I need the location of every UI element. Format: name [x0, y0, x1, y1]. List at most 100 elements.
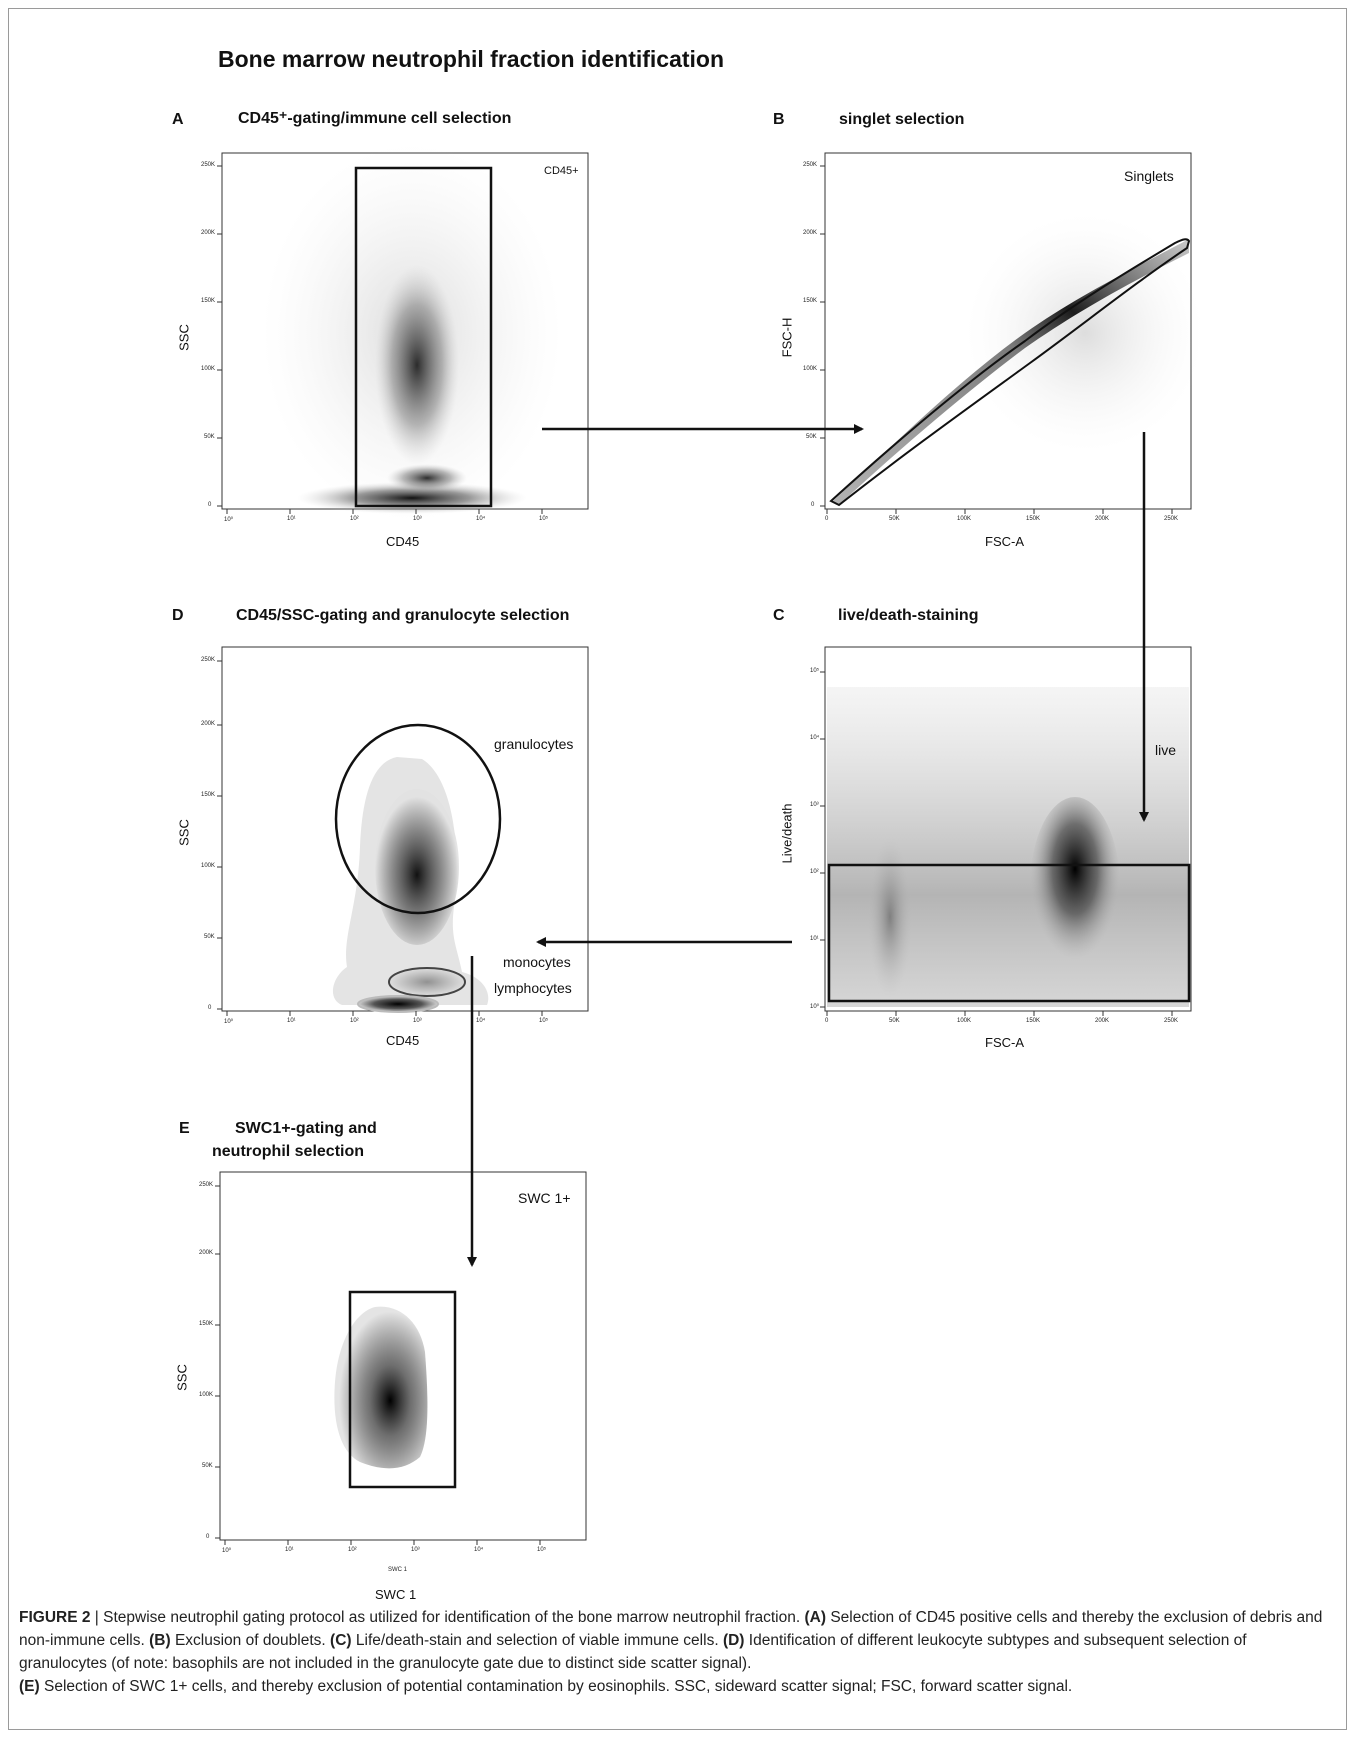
- panel-d-xtick-4: 10⁴: [476, 1018, 486, 1024]
- panel-a-title: CD45⁺-gating/immune cell selection: [238, 110, 512, 127]
- panel-b-xtick-1: 50K: [889, 516, 900, 522]
- panel-d-xtick-0: 10⁰: [224, 1019, 234, 1025]
- panel-b-letter: B: [773, 111, 785, 128]
- panel-b-ytick-0: 0: [811, 502, 815, 508]
- panel-e-ytick-4: 200K: [199, 1250, 214, 1256]
- panel-b-xtick-4: 200K: [1095, 516, 1110, 522]
- panel-d-plot: [217, 646, 589, 1016]
- panel-a-letter: A: [172, 111, 184, 128]
- panel-d-granulocyte-density: [375, 789, 459, 945]
- caption-text-b: Exclusion of doublets.: [174, 1632, 326, 1649]
- panel-d-xtick-3: 10³: [413, 1018, 422, 1024]
- caption-text-c: Life/death-stain and selection of viable…: [355, 1632, 719, 1649]
- panel-d-ytick-0: 0: [208, 1005, 212, 1011]
- panel-b-ytick-4: 200K: [803, 230, 818, 236]
- panel-a-gate-label: CD45+: [544, 165, 579, 177]
- panel-b-xtick-0: 0: [825, 516, 829, 522]
- figure-caption: FIGURE 2 | Stepwise neutrophil gating pr…: [19, 1606, 1337, 1698]
- panel-a-ytick-2: 100K: [201, 366, 216, 372]
- panel-a-ytick-1: 50K: [204, 434, 215, 440]
- figure-title: Bone marrow neutrophil fraction identifi…: [218, 46, 725, 72]
- panel-c-xtick-1: 50K: [889, 1018, 900, 1024]
- figure-frame: [8, 8, 1347, 1730]
- panel-b-ytick-5: 250K: [803, 162, 818, 168]
- panel-e-ytick-1: 50K: [202, 1463, 213, 1469]
- panel-a-xtick-5: 10⁵: [539, 516, 549, 522]
- panel-b-ytick-2: 100K: [803, 366, 818, 372]
- panel-c-ytick-5: 10⁵: [810, 668, 820, 674]
- panel-c-xtick-3: 150K: [1026, 1018, 1041, 1024]
- panel-c-ytick-2: 10²: [810, 869, 819, 875]
- panel-d-ytick-4: 200K: [201, 721, 216, 727]
- panel-c-gate-label: live: [1155, 742, 1177, 758]
- panel-c-ytick-4: 10⁴: [810, 735, 820, 741]
- caption-tag-e: (E): [19, 1678, 40, 1695]
- panel-a-ytick-0: 0: [208, 502, 212, 508]
- panel-b-xtick-3: 150K: [1026, 516, 1041, 522]
- panel-a-xtick-2: 10²: [350, 516, 359, 522]
- panel-e-plot: [215, 1171, 587, 1545]
- panel-a-x-ticks: [226, 509, 543, 514]
- panel-a-ytick-5: 250K: [201, 162, 216, 168]
- panel-d-granulocyte-gate: [334, 723, 502, 915]
- panel-b-ytick-1: 50K: [806, 434, 817, 440]
- caption-intro: Stepwise neutrophil gating protocol as u…: [103, 1609, 801, 1626]
- caption-figure-label: FIGURE 2: [19, 1609, 91, 1626]
- panel-b-xtick-5: 250K: [1164, 516, 1179, 522]
- panel-c-ytick-3: 10³: [810, 802, 819, 808]
- panel-a-cd45-gate: [354, 166, 493, 508]
- panel-b-event-diagonal: [833, 239, 1189, 505]
- panel-e-gate-label: SWC 1+: [518, 1190, 571, 1206]
- panel-b-gate-label: Singlets: [1124, 168, 1174, 184]
- panel-d-xtick-2: 10²: [350, 1018, 359, 1024]
- panel-e-swc1-gate: [348, 1290, 457, 1489]
- panel-c-xtick-0: 0: [825, 1018, 829, 1024]
- panel-c-letter: C: [773, 607, 785, 624]
- panel-e-xtick-1: 10¹: [285, 1547, 294, 1553]
- panel-d-ytick-2: 100K: [201, 863, 216, 869]
- caption-tag-a: (A): [804, 1609, 827, 1626]
- panel-d-monocyte-gate: [388, 967, 466, 997]
- caption-text-e: Selection of SWC 1+ cells, and thereby e…: [43, 1678, 1073, 1695]
- panel-d-granulocytes-label: granulocytes: [494, 736, 574, 752]
- panel-d-lymphocyte-gate: [357, 995, 439, 1013]
- panel-e-ytick-3: 150K: [199, 1321, 214, 1327]
- panel-a-xtick-4: 10⁴: [476, 516, 486, 522]
- panel-b-title: singlet selection: [839, 111, 965, 128]
- panel-d-monocyte-density: [389, 968, 465, 996]
- panel-c-ytick-0: 10⁰: [810, 1004, 820, 1010]
- panel-a-xlabel: CD45: [386, 534, 420, 549]
- panel-e-xtick-3: 10³: [411, 1547, 420, 1553]
- panel-d-lymphocyte-density: [358, 996, 438, 1012]
- panel-d-ytick-1: 50K: [204, 934, 215, 940]
- panel-c-xtick-5: 250K: [1164, 1018, 1179, 1024]
- panel-d-title: CD45/SSC-gating and granulocyte selectio…: [236, 607, 570, 624]
- panel-a-xtick-0: 10⁰: [224, 517, 234, 523]
- caption-separator: |: [90, 1609, 104, 1626]
- panel-a-ytick-3: 150K: [201, 298, 216, 304]
- panel-e-ytick-0: 0: [206, 1534, 210, 1540]
- panel-b-ytick-3: 150K: [803, 298, 818, 304]
- panel-d-xtick-1: 10¹: [287, 1018, 296, 1024]
- panel-c-xtick-4: 200K: [1095, 1018, 1110, 1024]
- caption-tag-c: (C): [330, 1632, 352, 1649]
- caption-text-d: Identification of different leukocyte su…: [19, 1632, 1247, 1672]
- panel-a-granulocyte-cloud: [375, 265, 459, 465]
- panel-e-xtick-2: 10²: [348, 1547, 357, 1553]
- panel-e-ytick-2: 100K: [199, 1392, 214, 1398]
- panel-c-live-cloud: [1030, 797, 1120, 977]
- caption-text-a: Selection of CD45 positive cells and the…: [19, 1609, 1323, 1649]
- panel-e-ytick-5: 250K: [199, 1182, 214, 1188]
- panel-a-plot: [217, 143, 589, 523]
- panel-e-title-line2: neutrophil selection: [212, 1143, 365, 1160]
- panel-a-xtick-1: 10¹: [287, 516, 296, 522]
- panel-e-xtick-5: 10⁵: [537, 1547, 547, 1553]
- panel-e-xtick-4: 10⁴: [474, 1547, 484, 1553]
- panel-c-title: live/death-staining: [838, 607, 979, 624]
- caption-tag-d: (D): [722, 1632, 745, 1649]
- panel-e-xlabel-small: SWC 1: [388, 1567, 408, 1573]
- panel-e-xlabel: SWC 1: [375, 1587, 417, 1602]
- panel-d-xlabel: CD45: [386, 1033, 420, 1048]
- panel-a-xtick-3: 10³: [413, 516, 422, 522]
